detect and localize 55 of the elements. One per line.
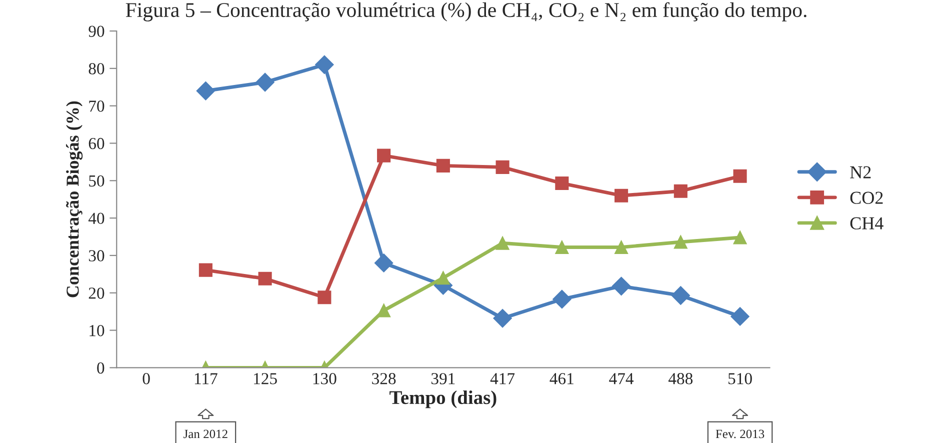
y-tick-label: 40 bbox=[88, 212, 104, 224]
x-tick-label: 417 bbox=[490, 373, 515, 384]
y-tick-label: 80 bbox=[88, 63, 104, 74]
y-tick-label: 70 bbox=[89, 100, 104, 112]
point bbox=[374, 254, 394, 272]
point bbox=[196, 82, 216, 100]
point bbox=[496, 236, 510, 250]
y-tick-label: 0 bbox=[97, 362, 104, 374]
x-tick-label: 474 bbox=[609, 373, 634, 384]
x-tick-label: 391 bbox=[431, 373, 455, 384]
point bbox=[555, 240, 569, 254]
y-tick-label: 60 bbox=[88, 138, 104, 150]
x-tick-label: 130 bbox=[313, 373, 336, 384]
legend-label: CH4 bbox=[850, 217, 884, 230]
chart-title: Figura 5 – Concentração volumétrica (%) de CH₄, CO₂ e N₂ em função do tempo. bbox=[126, 2, 806, 22]
x-tick-label: 125 bbox=[254, 373, 277, 384]
y-tick-label: 10 bbox=[90, 324, 104, 336]
x-tick-label: 117 bbox=[194, 373, 218, 384]
point bbox=[674, 235, 688, 249]
point bbox=[730, 307, 750, 326]
point bbox=[671, 286, 690, 305]
y-tick-label: 20 bbox=[88, 288, 104, 299]
point bbox=[436, 271, 450, 285]
y-tick-label: 30 bbox=[88, 250, 104, 262]
point bbox=[377, 148, 391, 162]
y-tick-label: 90 bbox=[88, 26, 104, 37]
y-tick-label: 50 bbox=[89, 175, 104, 187]
point bbox=[436, 158, 450, 172]
x-tick-label: 488 bbox=[668, 373, 693, 384]
point bbox=[198, 263, 212, 277]
x-axis-title: Tempo (dias) bbox=[390, 390, 496, 408]
x-tick-label: 461 bbox=[550, 373, 574, 384]
point bbox=[496, 160, 510, 174]
point bbox=[552, 290, 572, 309]
point bbox=[614, 188, 628, 202]
point bbox=[377, 304, 391, 318]
point bbox=[493, 308, 512, 328]
text: Fev. 2013 bbox=[716, 430, 764, 438]
legend-label: N2 bbox=[850, 166, 871, 178]
point bbox=[733, 230, 747, 244]
point bbox=[555, 176, 569, 190]
point bbox=[315, 55, 334, 74]
point bbox=[256, 72, 274, 92]
x-tick-label: 328 bbox=[372, 373, 396, 384]
point bbox=[674, 184, 688, 198]
point bbox=[318, 290, 332, 304]
y-axis-title: Concentração Biogás (%) bbox=[66, 101, 83, 298]
x-tick-label: 0 bbox=[142, 373, 150, 384]
point bbox=[612, 276, 631, 296]
point bbox=[614, 240, 628, 254]
x-tick-label: 510 bbox=[728, 373, 752, 384]
point bbox=[733, 169, 747, 183]
legend-label: CO2 bbox=[850, 192, 883, 204]
text: Jan 2012 bbox=[184, 430, 228, 438]
point bbox=[258, 272, 272, 286]
